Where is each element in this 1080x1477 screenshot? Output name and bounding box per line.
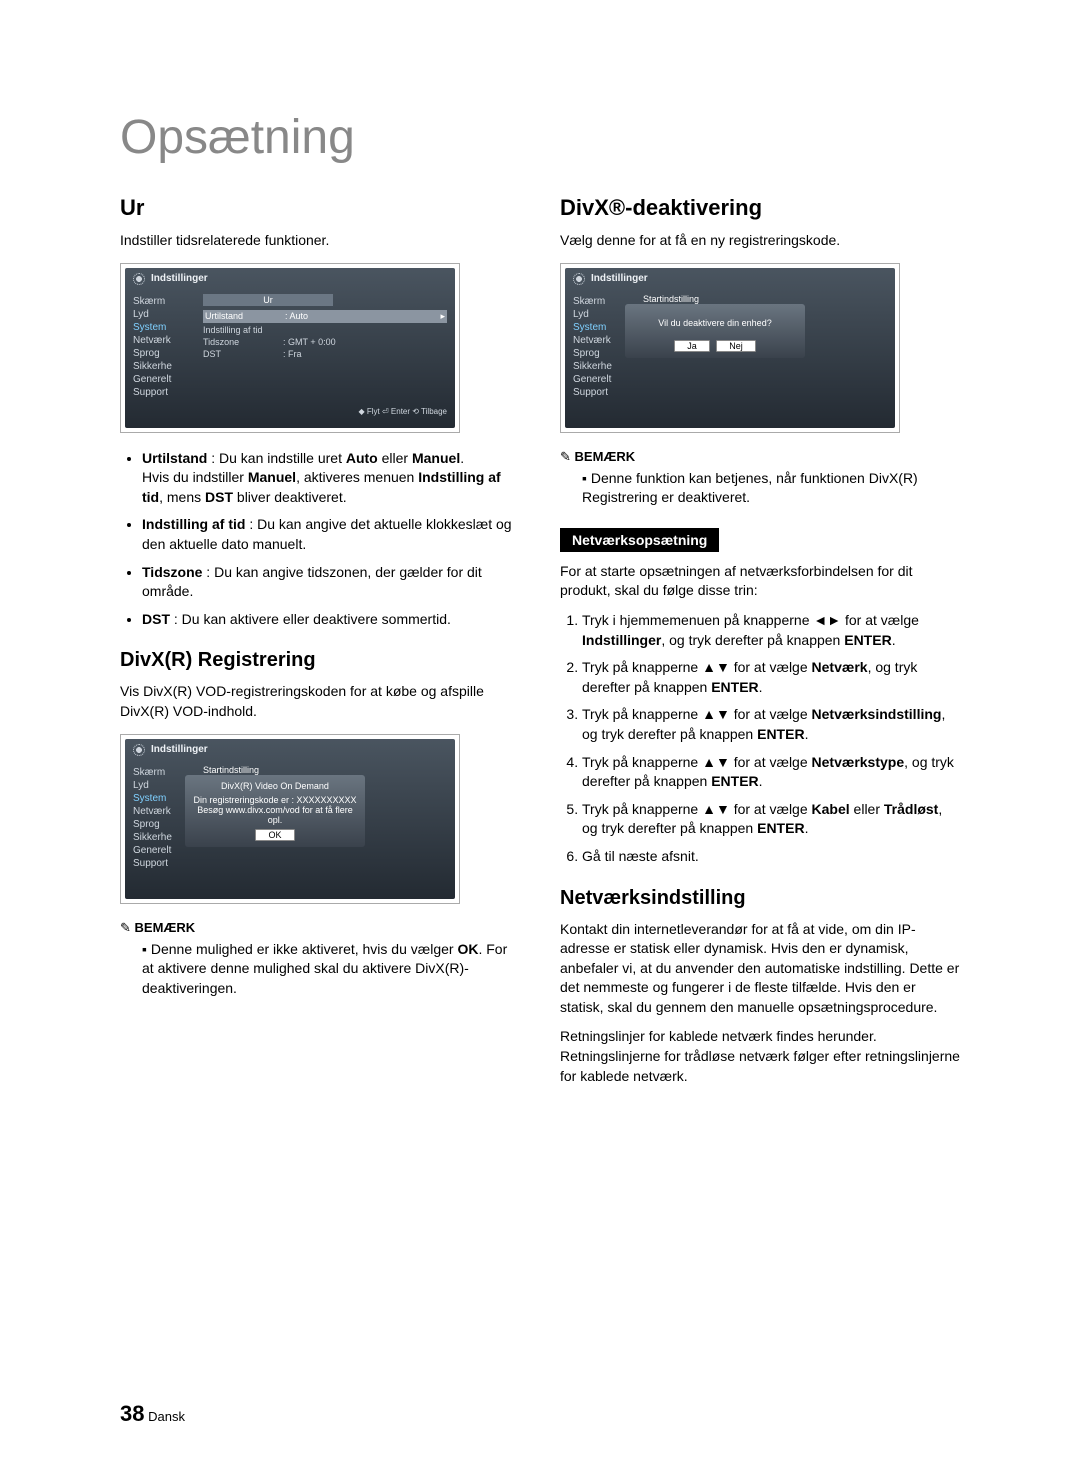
no-button[interactable]: Nej — [716, 340, 756, 352]
note-heading: BEMÆRK — [120, 920, 520, 936]
panel-title: Indstillinger — [151, 744, 208, 755]
settings-row[interactable]: Tidszone: GMT + 0:00 — [203, 337, 447, 347]
sidebar-item[interactable]: Support — [573, 387, 627, 398]
dlg-line: Besøg www.divx.com/vod for at få flere o… — [191, 805, 359, 825]
settings-row[interactable]: Urtilstand: Auto▸ — [203, 310, 447, 323]
heading-divxreg: DivX(R) Registrering — [120, 649, 520, 672]
page-lang: Dansk — [148, 1409, 185, 1424]
deact-panel: Indstillinger Skærm Lyd System Netværk Sprog… — [560, 263, 900, 433]
panel-subtitle: Ur — [203, 294, 333, 306]
dlg-title: DivX(R) Video On Demand — [191, 781, 359, 791]
sidebar-item[interactable]: Sprog — [133, 348, 187, 359]
list-item: Tryk på knapperne ▲▼ for at vælge Netvær… — [582, 658, 960, 697]
heading-deact: DivX®-deaktivering — [560, 195, 960, 221]
divxreg-intro: Vis DivX(R) VOD-registreringskoden for a… — [120, 682, 520, 721]
heading-netind: Netværksindstilling — [560, 887, 960, 910]
ur-intro: Indstiller tidsrelaterede funktioner. — [120, 231, 520, 251]
gear-icon — [133, 744, 145, 756]
settings-row[interactable]: Indstilling af tid — [203, 325, 447, 335]
sidebar-item[interactable]: Skærm — [133, 296, 187, 307]
ur-panel: Indstillinger Skærm Lyd System Netværk Sprog… — [120, 263, 460, 433]
note-list: Denne funktion kan betjenes, når funktio… — [560, 469, 960, 508]
sidebar-item[interactable]: Sikkerhe — [133, 832, 187, 843]
netind-p2: Retningslinjer for kablede netværk finde… — [560, 1027, 960, 1086]
page-number: 38 — [120, 1401, 144, 1426]
sidebar-item[interactable]: Skærm — [573, 296, 627, 307]
sidebar-item[interactable]: Generelt — [573, 374, 627, 385]
list-item: DST : Du kan aktivere eller deaktivere s… — [142, 610, 520, 630]
panel-title: Indstillinger — [591, 273, 648, 284]
sidebar-item[interactable]: System — [573, 322, 627, 333]
sidebar-item[interactable]: Netværk — [133, 806, 187, 817]
sidebar: Skærm Lyd System Netværk Sprog Sikkerhe Genere… — [125, 290, 195, 420]
list-item: Denne mulighed er ikke aktiveret, hvis d… — [142, 940, 520, 999]
gear-icon — [133, 273, 145, 285]
yes-button[interactable]: Ja — [674, 340, 710, 352]
net-steps: Tryk i hjemmemenuen på knapperne ◄► for … — [560, 611, 960, 867]
sidebar-item[interactable]: System — [133, 322, 187, 333]
panel-title: Indstillinger — [151, 273, 208, 284]
list-item: Tryk på knapperne ▲▼ for at vælge Netvær… — [582, 753, 960, 792]
deact-intro: Vælg denne for at få en ny registrerings… — [560, 231, 960, 251]
page-footer: 38 Dansk — [120, 1401, 185, 1427]
header-line: Startindstilling — [203, 765, 447, 775]
page-title: Opsætning — [120, 110, 960, 165]
sidebar-item[interactable]: System — [133, 793, 187, 804]
note-list: Denne mulighed er ikke aktiveret, hvis d… — [120, 940, 520, 999]
list-item: Tryk i hjemmemenuen på knapperne ◄► for … — [582, 611, 960, 650]
sidebar-item[interactable]: Netværk — [573, 335, 627, 346]
sidebar-item[interactable]: Netværk — [133, 335, 187, 346]
list-item: Tryk på knapperne ▲▼ for at vælge Netvær… — [582, 705, 960, 744]
section-bar-network: Netværksopsætning — [560, 528, 719, 552]
sidebar-item[interactable]: Lyd — [133, 780, 187, 791]
net-intro: For at starte opsætningen af netværksfor… — [560, 562, 960, 601]
list-item: Denne funktion kan betjenes, når funktio… — [582, 469, 960, 508]
sidebar-item[interactable]: Sikkerhe — [573, 361, 627, 372]
list-item: Gå til næste afsnit. — [582, 847, 960, 867]
netind-p1: Kontakt din internetleverandør for at få… — [560, 920, 960, 1018]
hints: ◆ Flyt ⏎ Enter ⟲ Tilbage — [359, 407, 447, 416]
divxreg-panel: Indstillinger Skærm Lyd System Netværk Sprog… — [120, 734, 460, 904]
sidebar-item[interactable]: Skærm — [133, 767, 187, 778]
sidebar-item[interactable]: Support — [133, 858, 187, 869]
sidebar-item[interactable]: Support — [133, 387, 187, 398]
right-column: DivX®-deaktivering Vælg denne for at få … — [560, 195, 960, 1096]
sidebar-item[interactable]: Sikkerhe — [133, 361, 187, 372]
sidebar-item[interactable]: Generelt — [133, 374, 187, 385]
list-item: Tidszone : Du kan angive tidszonen, der … — [142, 563, 520, 602]
sidebar-item[interactable]: Lyd — [573, 309, 627, 320]
dlg-text: Vil du deaktivere din enhed? — [631, 318, 799, 328]
sidebar-item[interactable]: Sprog — [573, 348, 627, 359]
heading-ur: Ur — [120, 195, 520, 221]
note-heading: BEMÆRK — [560, 449, 960, 465]
gear-icon — [573, 273, 585, 285]
settings-row[interactable]: DST: Fra — [203, 349, 447, 359]
list-item: Urtilstand : Du kan indstille uret Auto … — [142, 449, 520, 508]
list-item: Tryk på knapperne ▲▼ for at vælge Kabel … — [582, 800, 960, 839]
dlg-line: Din registreringskode er : XXXXXXXXXX — [191, 795, 359, 805]
sidebar-item[interactable]: Sprog — [133, 819, 187, 830]
sidebar-item[interactable]: Generelt — [133, 845, 187, 856]
list-item: Indstilling af tid : Du kan angive det a… — [142, 515, 520, 554]
ur-bullets: Urtilstand : Du kan indstille uret Auto … — [120, 449, 520, 630]
header-line: Startindstilling — [643, 294, 887, 304]
ok-button[interactable]: OK — [255, 829, 294, 841]
sidebar-item[interactable]: Lyd — [133, 309, 187, 320]
left-column: Ur Indstiller tidsrelaterede funktioner.… — [120, 195, 520, 1096]
